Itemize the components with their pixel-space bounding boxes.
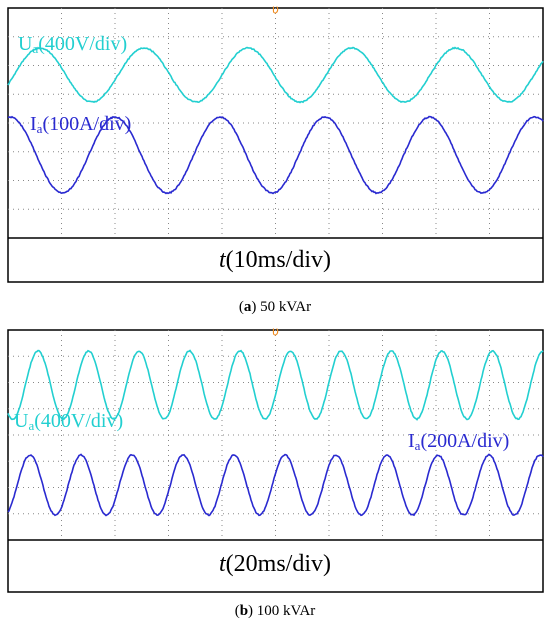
- current-label: Ia(100A/div): [30, 113, 131, 136]
- voltage-label: Ua(400V/div): [18, 33, 127, 56]
- trigger-marker: υ: [272, 3, 279, 17]
- caption: (a) 50 kVAr: [239, 299, 311, 315]
- caption: (b) 100 kVAr: [235, 603, 316, 619]
- waveform: [8, 454, 543, 515]
- voltage-label: Ua(400V/div): [14, 410, 123, 433]
- time-label: t(10ms/div): [219, 247, 331, 273]
- time-label: t(20ms/div): [219, 551, 331, 577]
- trigger-marker: υ: [272, 325, 279, 339]
- current-label: Ia(200A/div): [408, 430, 509, 453]
